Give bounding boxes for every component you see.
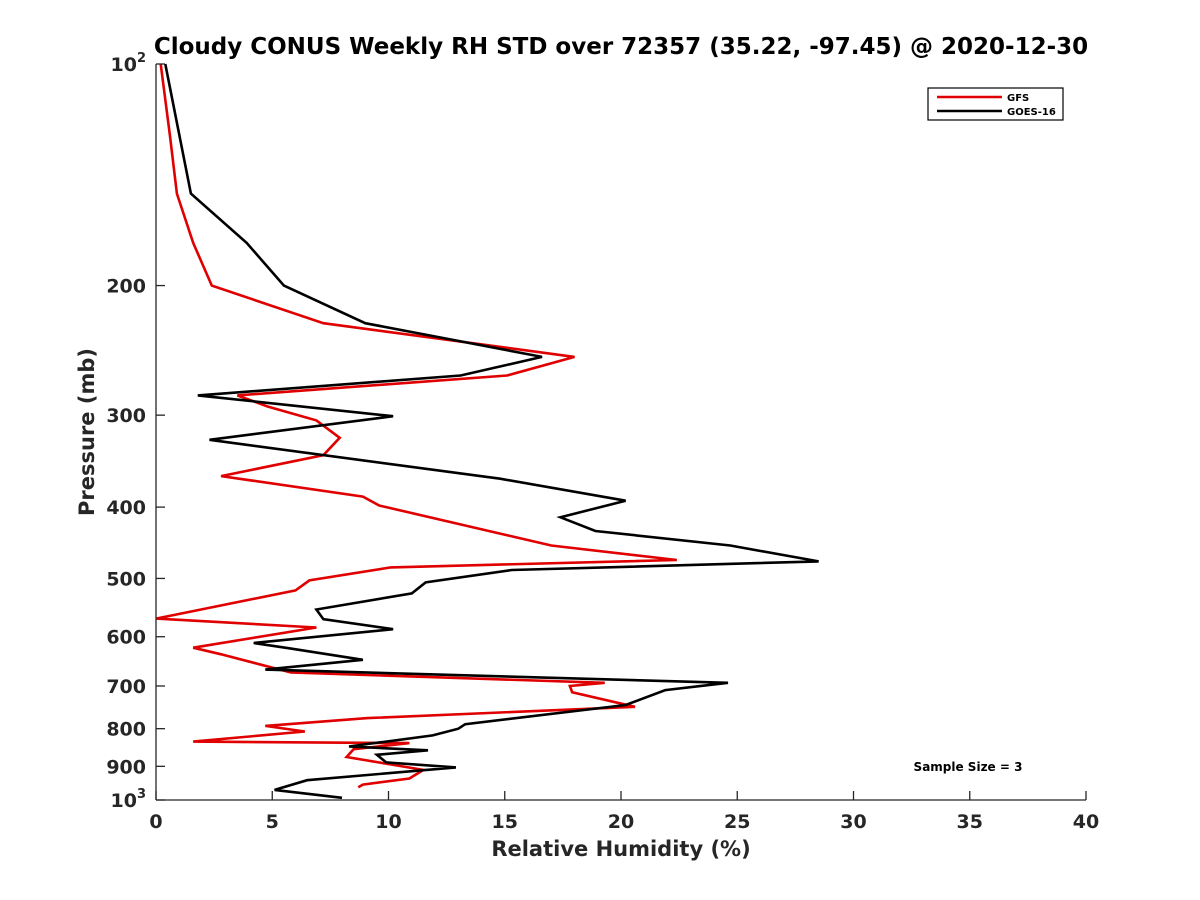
legend-entry-label: GFS	[1007, 93, 1029, 104]
x-tick-label: 35	[957, 811, 983, 833]
y-tick-label-exponent: 2	[137, 51, 146, 66]
legend: GFS GOES-16	[927, 87, 1064, 121]
y-tick-label: 400	[106, 497, 146, 519]
legend-box	[927, 87, 1064, 121]
x-axis-label: Relative Humidity (%)	[491, 837, 750, 861]
x-tick-label: 30	[840, 811, 866, 833]
y-tick-label-base: 10	[111, 790, 137, 812]
series-line-gfs	[155, 63, 677, 789]
x-tick-label: 20	[608, 811, 634, 833]
sample-size-annotation: Sample Size = 3	[914, 760, 1023, 774]
y-tick-label-base: 400	[106, 497, 146, 519]
y-tick-label-base: 300	[106, 405, 146, 427]
y-tick-label: 500	[106, 568, 146, 590]
y-tick-label-base: 200	[106, 276, 146, 298]
plot-area	[156, 64, 1086, 800]
y-tick-label: 300	[106, 405, 146, 427]
y-tick-label-base: 800	[106, 719, 146, 741]
y-tick-label: 900	[106, 756, 146, 778]
y-tick-label: 200	[106, 276, 146, 298]
y-tick-label: 800	[106, 719, 146, 741]
y-tick-label-exponent: 3	[137, 787, 146, 802]
y-tick-label-base: 700	[106, 676, 146, 698]
y-tick-label: 103	[111, 787, 147, 812]
y-tick-label-base: 600	[106, 627, 146, 649]
y-axis-label: Pressure (mb)	[75, 348, 99, 516]
series-line-goes-16	[164, 63, 819, 800]
y-tick-label-base: 900	[106, 756, 146, 778]
x-axis: 0 5 10 15 20 25 30 35 40	[149, 791, 1099, 833]
y-tick-label-base: 500	[106, 568, 146, 590]
x-tick-label: 25	[724, 811, 750, 833]
x-tick-label: 15	[492, 811, 518, 833]
y-tick-label: 700	[106, 676, 146, 698]
y-tick-label-base: 10	[111, 54, 137, 76]
y-tick-label: 102	[111, 51, 147, 76]
x-tick-label: 5	[266, 811, 279, 833]
y-tick-label: 600	[106, 627, 146, 649]
series-lines	[155, 63, 819, 800]
legend-entry-label: GOES-16	[1007, 107, 1056, 118]
x-tick-label: 0	[149, 811, 162, 833]
x-tick-label: 10	[375, 811, 401, 833]
x-tick-label: 40	[1073, 811, 1099, 833]
chart-title: Cloudy CONUS Weekly RH STD over 72357 (3…	[154, 34, 1088, 60]
